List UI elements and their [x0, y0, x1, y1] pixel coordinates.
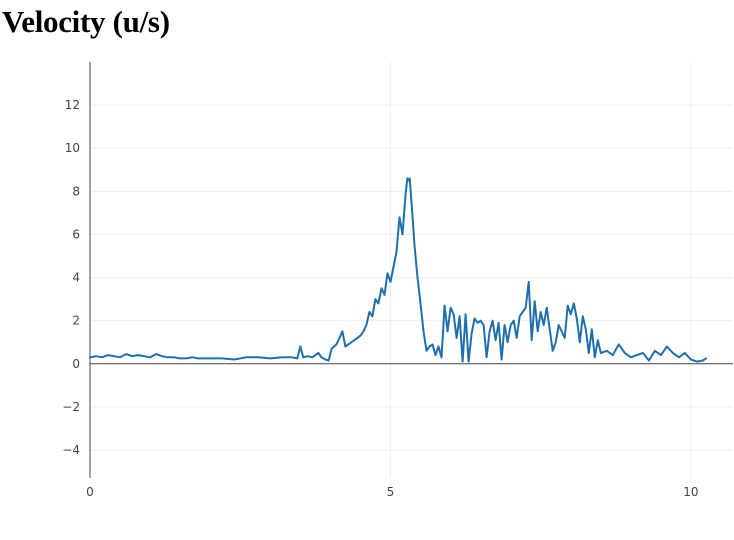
x-axis-ticks: 0 5 10 [86, 485, 698, 499]
y-tick-label: 2 [72, 314, 80, 328]
grid-lines [90, 62, 733, 478]
x-tick-label: 0 [86, 485, 94, 499]
y-tick-label: 4 [72, 271, 80, 285]
y-tick-label: −2 [62, 400, 80, 414]
y-axis-ticks: −4 −2 0 2 4 6 8 10 12 [62, 98, 80, 457]
y-tick-label: 10 [65, 141, 80, 155]
series-layer [89, 177, 707, 363]
y-tick-label: 6 [72, 227, 80, 241]
series-line-0[interactable] [89, 177, 707, 363]
x-tick-label: 5 [387, 485, 395, 499]
x-tick-label: 10 [683, 485, 698, 499]
y-tick-label: 12 [65, 98, 80, 112]
y-tick-label: 0 [72, 357, 80, 371]
y-tick-label: 8 [72, 184, 80, 198]
y-tick-label: −4 [62, 443, 80, 457]
page-title: Velocity (u/s) [2, 4, 170, 39]
